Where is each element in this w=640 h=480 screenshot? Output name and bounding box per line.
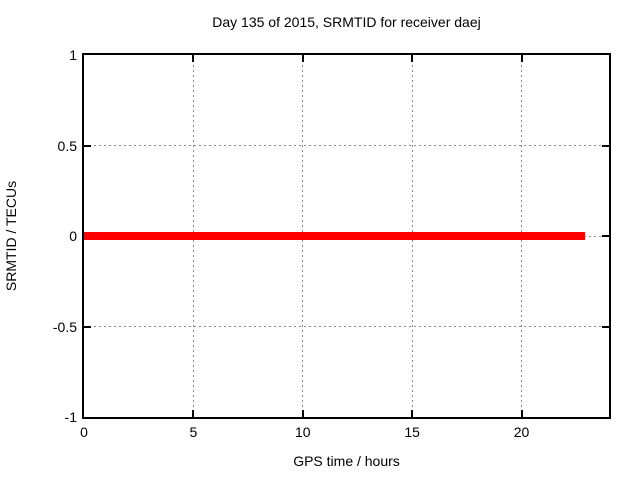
tick-mark <box>192 55 195 62</box>
tick-mark <box>411 410 414 417</box>
grid-line-y <box>84 326 609 327</box>
y-tick-label: 0 <box>69 228 77 244</box>
x-tick-label: 20 <box>513 424 530 440</box>
chart-title: Day 135 of 2015, SRMTID for receiver dae… <box>212 14 481 30</box>
tick-mark <box>602 325 609 328</box>
tick-mark <box>84 144 91 147</box>
y-tick-label: -1 <box>64 409 77 425</box>
x-tick-label: 10 <box>294 424 311 440</box>
tick-mark <box>301 410 304 417</box>
tick-mark <box>520 55 523 62</box>
y-tick-label: -0.5 <box>52 318 77 335</box>
x-tick-label: 5 <box>189 424 198 440</box>
tick-mark <box>192 410 195 417</box>
y-tick-label: 0.5 <box>57 137 77 154</box>
x-axis-label: GPS time / hours <box>293 453 400 469</box>
grid-line-y <box>84 145 609 146</box>
x-tick-label: 0 <box>80 424 88 440</box>
tick-mark <box>84 325 91 328</box>
tick-mark <box>602 144 609 147</box>
tick-mark <box>411 55 414 62</box>
data-series-line <box>84 232 585 240</box>
x-tick-label: 15 <box>404 424 420 440</box>
tick-mark <box>602 235 609 237</box>
y-axis-label-text: SRMTID / TECUs <box>3 180 19 292</box>
tick-mark <box>301 55 304 62</box>
plot-area <box>82 53 611 419</box>
y-tick-label: 1 <box>69 47 77 63</box>
tick-mark <box>520 410 523 417</box>
